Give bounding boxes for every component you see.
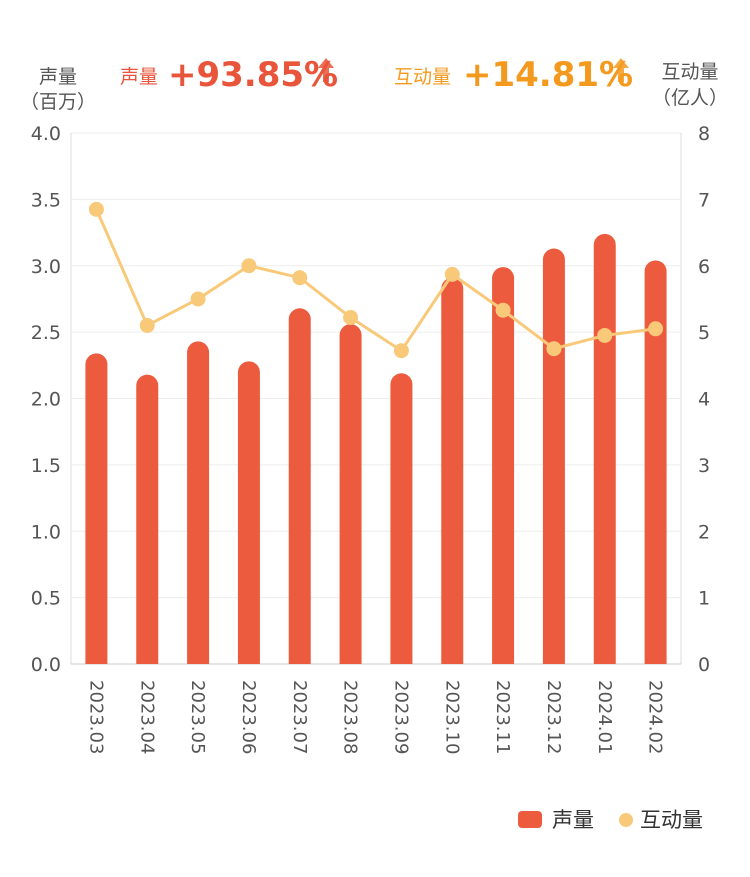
stat-voice-value: +93.85% <box>168 55 338 95</box>
x-axis-tick-label: 2024.02 <box>645 680 666 754</box>
right-axis-tick-label: 4 <box>698 389 710 411</box>
line-point <box>495 302 511 318</box>
left-axis-tick-label: 0.5 <box>31 588 61 610</box>
x-axis-tick-label: 2023.09 <box>390 680 411 754</box>
stat-interaction-value: +14.81% <box>463 55 633 95</box>
line-point <box>444 266 460 282</box>
line-point <box>648 321 664 337</box>
line-point <box>88 201 104 217</box>
bar <box>492 267 515 664</box>
x-axis-tick-label: 2023.03 <box>85 680 106 754</box>
right-axis-tick-label: 2 <box>698 521 710 543</box>
right-axis-unit: （亿人） <box>652 87 728 109</box>
left-axis-tick-label: 3.5 <box>31 189 61 211</box>
legend-swatch-voice <box>518 811 542 828</box>
x-axis-tick-label: 2023.06 <box>238 680 259 754</box>
line-point <box>393 343 409 359</box>
line-point <box>190 291 206 307</box>
bar <box>593 233 616 664</box>
left-axis-title: 声量 <box>39 66 77 88</box>
x-axis-tick-label: 2023.05 <box>187 680 208 754</box>
right-axis-tick-label: 0 <box>698 654 710 676</box>
right-axis-tick-label: 3 <box>698 455 710 477</box>
right-axis-ticks: 0 1 2 3 4 5 6 7 8 <box>698 123 710 676</box>
left-axis-tick-label: 1.5 <box>31 455 61 477</box>
x-axis-tick-label: 2023.08 <box>340 680 361 754</box>
bar <box>644 260 667 664</box>
bar <box>288 308 311 664</box>
bar <box>441 277 464 664</box>
bar <box>237 361 260 664</box>
left-axis-ticks: 0.0 0.5 1.0 1.5 2.0 2.5 3.0 3.5 4.0 <box>31 123 61 676</box>
legend-swatch-interaction <box>619 813 633 827</box>
x-axis-tick-label: 2023.12 <box>543 680 564 754</box>
left-axis-tick-label: 3.0 <box>31 256 61 278</box>
right-axis-tick-label: 6 <box>698 256 710 278</box>
left-axis-unit: （百万） <box>20 91 96 113</box>
bar <box>339 324 362 664</box>
line-point <box>597 327 613 343</box>
right-axis-title: 互动量 <box>661 61 718 83</box>
right-axis-tick-label: 5 <box>698 322 710 344</box>
up-arrow-icon <box>318 58 334 82</box>
bar <box>542 248 565 664</box>
left-axis-tick-label: 2.0 <box>31 389 61 411</box>
stat-voice-label: 声量 <box>120 66 158 88</box>
interaction-line <box>95 208 656 353</box>
legend-label-interaction: 互动量 <box>640 808 703 832</box>
bar <box>136 374 159 664</box>
x-axis-ticks: 2023.03 2023.04 2023.05 2023.06 2023.07 2023.… <box>85 680 665 754</box>
legend-label-voice: 声量 <box>552 808 594 832</box>
left-axis-tick-label: 0.0 <box>31 654 61 676</box>
x-axis-tick-label: 2023.10 <box>441 680 462 754</box>
left-axis-tick-label: 4.0 <box>31 123 61 145</box>
bar <box>85 353 108 664</box>
gridlines <box>71 132 681 599</box>
line-point <box>241 258 257 274</box>
x-axis-tick-label: 2023.07 <box>289 680 310 754</box>
left-axis-tick-label: 1.0 <box>31 521 61 543</box>
line-point <box>343 310 359 326</box>
x-axis-tick-label: 2023.11 <box>492 680 513 754</box>
line-series <box>88 201 664 359</box>
right-axis-tick-label: 8 <box>698 123 710 145</box>
bar <box>187 341 210 664</box>
axes <box>70 133 682 665</box>
x-axis-tick-label: 2023.04 <box>136 680 157 754</box>
legend: 声量 互动量 <box>518 808 703 832</box>
x-axis-tick-label: 2024.01 <box>594 680 615 754</box>
line-point <box>292 270 308 286</box>
bar <box>390 373 413 664</box>
up-arrow-icon <box>613 58 629 82</box>
right-axis-tick-label: 1 <box>698 588 710 610</box>
line-point <box>139 317 155 333</box>
right-axis-tick-label: 7 <box>698 189 710 211</box>
stat-interaction-label: 互动量 <box>394 66 451 88</box>
line-point <box>546 341 562 357</box>
left-axis-tick-label: 2.5 <box>31 322 61 344</box>
bar-series <box>85 233 667 664</box>
